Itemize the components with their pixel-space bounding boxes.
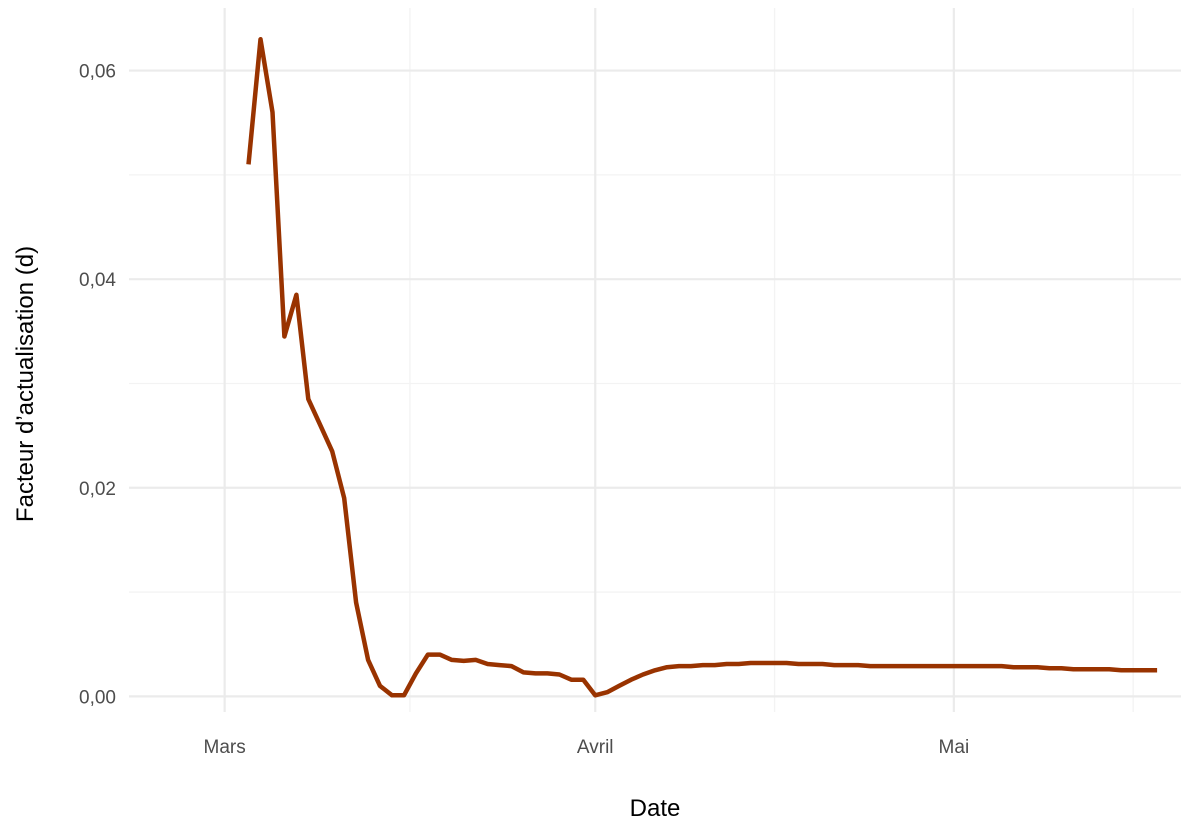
y-tick-label: 0,06 <box>79 62 116 83</box>
y-axis-title: Facteur d’actualisation (d) <box>12 246 39 522</box>
series-line <box>246 37 1158 698</box>
y-tick-label: 0,00 <box>79 687 116 708</box>
y-tick-label: 0,02 <box>79 479 116 500</box>
y-axis-ticks: 0,00 0,02 0,04 0,06 <box>79 62 116 709</box>
x-tick-label: Avril <box>577 737 614 758</box>
x-axis-title: Date <box>630 795 681 822</box>
x-axis-ticks: Mars Avril Mai <box>204 737 970 758</box>
y-tick-label: 0,04 <box>79 270 116 291</box>
grid-lines <box>129 8 1181 712</box>
x-tick-label: Mai <box>939 737 970 758</box>
x-tick-label: Mars <box>204 737 246 758</box>
plot-area <box>246 37 1158 698</box>
